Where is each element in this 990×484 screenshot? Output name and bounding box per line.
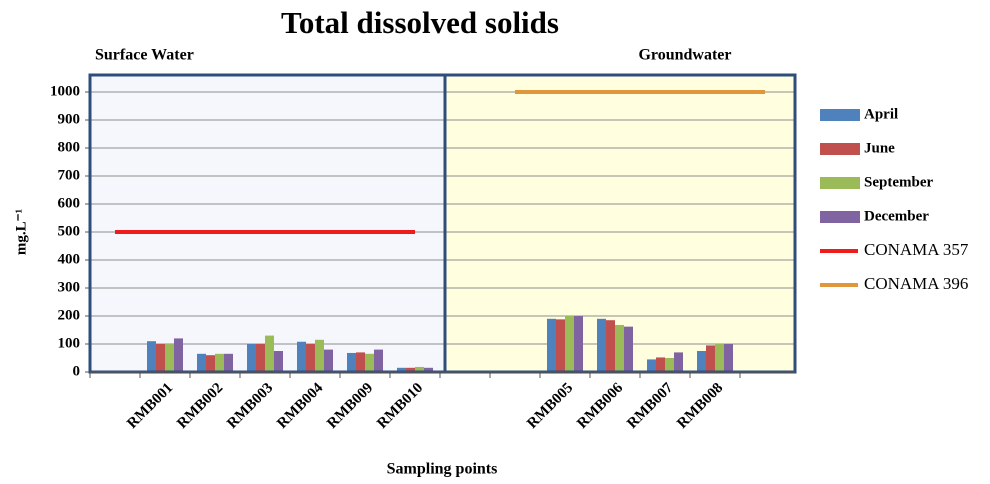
bar [547, 318, 556, 372]
bar [406, 367, 415, 372]
bar [597, 318, 606, 372]
bar [606, 320, 615, 372]
bar [165, 344, 174, 372]
bar [206, 355, 215, 372]
legend-label: CONAMA 357 [864, 240, 969, 259]
y-tick-label: 500 [58, 223, 81, 239]
x-tick-label: RMB003 [224, 380, 276, 432]
legend-swatch [820, 211, 860, 223]
bar [415, 366, 424, 372]
bar [647, 359, 656, 372]
y-tick-label: 300 [58, 279, 81, 295]
legend-label: June [864, 140, 895, 156]
bar [147, 341, 156, 372]
y-tick-label: 800 [58, 139, 81, 155]
bar [215, 353, 224, 372]
bar [574, 316, 583, 372]
chart-title: Total dissolved solids [281, 5, 559, 40]
bar [715, 344, 724, 372]
legend-label: December [864, 208, 929, 224]
bar [656, 357, 665, 372]
bar [156, 344, 165, 372]
bar [565, 316, 574, 372]
bar [174, 338, 183, 372]
bar [256, 344, 265, 372]
bar [356, 352, 365, 372]
x-tick-label: RMB007 [624, 380, 676, 432]
bar [224, 353, 233, 372]
bar [615, 324, 624, 372]
legend-swatch [820, 109, 860, 121]
y-tick-label: 400 [58, 251, 81, 267]
x-tick-label: RMB010 [374, 380, 426, 432]
x-tick-label: RMB008 [674, 380, 726, 432]
y-tick-label: 0 [73, 363, 81, 379]
bar [324, 349, 333, 372]
bar [265, 335, 274, 372]
x-tick-label: RMB004 [274, 380, 326, 432]
bar [697, 351, 706, 372]
bar [306, 344, 315, 372]
bar [297, 341, 306, 372]
legend-swatch [820, 143, 860, 155]
bar [665, 358, 674, 372]
x-tick-label: RMB009 [324, 380, 376, 432]
surface-panel [90, 75, 445, 372]
bar [197, 353, 206, 372]
y-axis-title: mg.L⁻¹ [13, 209, 29, 255]
groundwater-panel [445, 75, 795, 372]
bar [424, 367, 433, 372]
y-tick-label: 600 [58, 195, 81, 211]
bar [315, 339, 324, 372]
bar [247, 344, 256, 372]
bar [674, 352, 683, 372]
y-tick-label: 1000 [50, 83, 80, 99]
bar [374, 349, 383, 372]
y-tick-label: 900 [58, 111, 81, 127]
y-tick-label: 700 [58, 167, 81, 183]
x-axis-title: Sampling points [387, 461, 498, 478]
y-tick-label: 200 [58, 307, 81, 323]
bar [724, 344, 733, 372]
bar [624, 326, 633, 372]
legend-label: September [864, 174, 933, 190]
bar [556, 319, 565, 372]
bar [274, 351, 283, 372]
legend-label: April [864, 106, 898, 122]
bar [397, 367, 406, 372]
bar [347, 352, 356, 372]
panel-label: Groundwater [638, 47, 731, 64]
x-tick-label: RMB005 [524, 380, 576, 432]
legend-swatch [820, 177, 860, 189]
x-tick-label: RMB001 [124, 380, 176, 432]
x-tick-label: RMB006 [574, 380, 626, 432]
bar [706, 345, 715, 372]
x-tick-label: RMB002 [174, 380, 226, 432]
legend-label: CONAMA 396 [864, 274, 968, 293]
panel-label: Surface Water [95, 47, 194, 64]
bar [365, 353, 374, 372]
y-tick-label: 100 [58, 335, 81, 351]
